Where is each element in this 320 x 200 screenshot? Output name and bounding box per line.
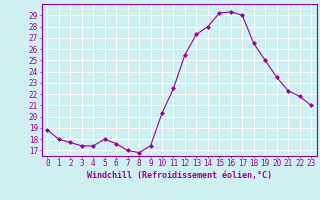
X-axis label: Windchill (Refroidissement éolien,°C): Windchill (Refroidissement éolien,°C) (87, 171, 272, 180)
